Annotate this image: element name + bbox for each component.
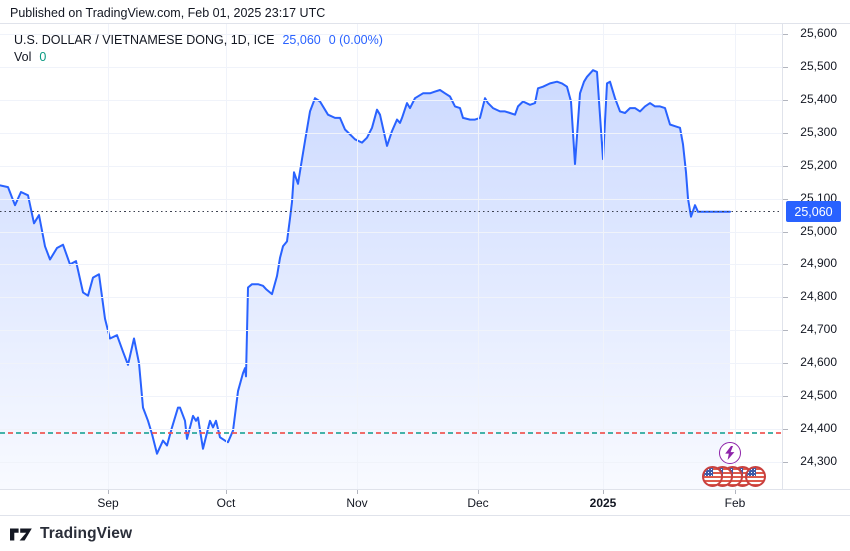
price-axis-tick [783,198,788,200]
h-gridline [0,363,782,365]
legend-symbol-row: U.S. DOLLAR / VIETNAMESE DONG, 1D, ICE 2… [14,32,383,48]
chart-legend: U.S. DOLLAR / VIETNAMESE DONG, 1D, ICE 2… [14,32,383,65]
event-markers [700,442,782,490]
price-tick-label: 25,400 [800,91,837,106]
time-axis-label: Sep [97,496,119,510]
lightning-bolt-glyph [725,446,735,460]
lightning-event-icon[interactable] [719,442,741,464]
price-tick-label: 25,500 [800,58,837,73]
time-axis-label: Dec [467,496,489,510]
time-axis-tick [735,490,736,494]
footer-brand[interactable]: TradingView [10,523,132,545]
price-line-path [0,69,731,455]
volume-value: 0 [39,50,47,64]
us-flag-icon[interactable] [702,466,723,487]
price-change-value: 0 (0.00%) [328,33,383,47]
price-tick-label: 24,700 [800,322,837,337]
price-tick-label: 25,600 [800,26,837,40]
price-axis-tick [783,363,788,365]
price-tick-label: 25,100 [800,190,837,205]
price-axis-tick [783,34,788,35]
flag-canton [704,468,713,476]
h-gridline [0,165,782,167]
price-axis-tick [783,66,788,68]
time-axis-tick [108,490,109,494]
price-axis-tick [783,132,788,134]
published-header: Published on TradingView.com, Feb 01, 20… [10,6,326,20]
v-gridline [108,24,109,490]
price-tick-label: 25,200 [800,157,837,172]
price-axis-tick [783,99,788,101]
economic-event-flags[interactable] [702,466,766,487]
price-axis-tick [783,330,788,332]
price-series-svg [0,69,731,490]
h-gridline [0,34,782,35]
h-gridline [0,264,782,266]
h-gridline [0,429,782,430]
v-gridline [735,24,736,490]
volume-label: Vol [14,50,32,64]
symbol-title: U.S. DOLLAR / VIETNAMESE DONG, 1D, ICE [14,33,275,47]
us-flag-icon[interactable] [745,466,766,487]
area-fill [0,70,730,490]
time-axis-label: Feb [724,496,746,510]
v-gridline [226,24,227,490]
time-axis-label: 2025 [589,496,617,510]
chart-pane[interactable]: U.S. DOLLAR / VIETNAMESE DONG, 1D, ICE 2… [0,24,782,490]
h-gridline [0,396,782,398]
legend-volume-row: Vol 0 [14,49,383,65]
h-gridline [0,99,782,101]
level-dashed-line [0,432,782,434]
current-price-dotted-line [0,210,782,213]
time-axis-label: Oct [216,496,236,510]
last-price-value: 25,060 [282,33,321,47]
price-tick-label: 24,900 [800,256,837,271]
tradingview-logo-icon [10,528,32,540]
price-axis-tick [783,462,788,463]
price-tick-label: 24,800 [800,289,837,304]
tradingview-brand-text: TradingView [40,525,133,542]
price-axis-tick [783,297,788,299]
h-gridline [0,132,782,134]
time-axis-label: Nov [346,496,368,510]
chart-widget: U.S. DOLLAR / VIETNAMESE DONG, 1D, ICE 2… [0,23,850,516]
time-axis-tick [478,490,479,494]
price-axis-tick [783,429,788,430]
h-gridline [0,198,782,200]
h-gridline [0,297,782,299]
price-tick-label: 25,300 [800,124,837,139]
price-tick-label: 25,000 [800,223,837,238]
price-tick-label: 24,500 [800,388,837,403]
time-axis-tick [603,490,604,494]
price-axis-tick [783,396,788,398]
current-price-badge: 25,060 [786,201,841,223]
price-tick-label: 24,600 [800,355,837,370]
h-gridline [0,330,782,332]
price-tick-label: 24,400 [800,421,837,435]
v-gridline [478,24,479,490]
v-gridline [357,24,358,490]
flag-canton [747,468,756,476]
time-axis-tick [226,490,227,494]
price-axis-tick [783,231,788,233]
h-gridline [0,66,782,68]
v-gridline [603,24,604,490]
price-axis-tick [783,165,788,167]
price-axis[interactable]: 25,600 25,500 25,400 25,300 25,200 25,100 25,0… [782,24,850,490]
time-axis-tick [357,490,358,494]
h-gridline [0,462,782,463]
time-axis[interactable]: Sep Oct Nov Dec 2025 Feb [0,489,850,515]
price-axis-tick [783,264,788,266]
h-gridline [0,231,782,233]
price-tick-label: 24,300 [800,454,837,468]
